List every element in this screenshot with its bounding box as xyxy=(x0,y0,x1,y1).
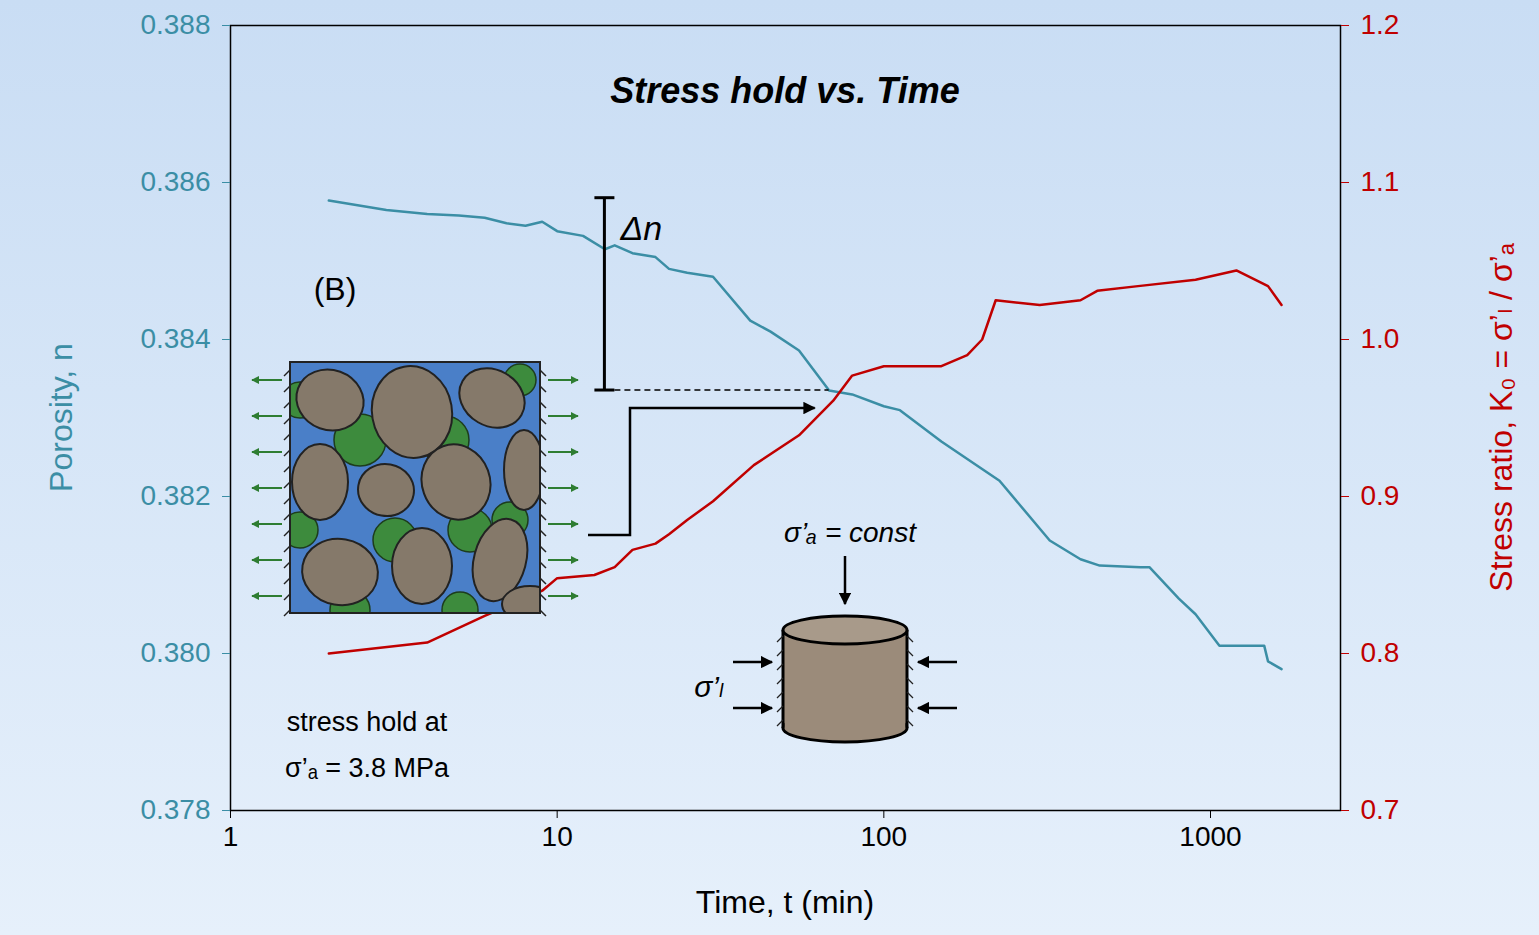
svg-text:1: 1 xyxy=(223,821,239,852)
svg-text:0.7: 0.7 xyxy=(1361,794,1400,825)
svg-text:σ’ₐ = const: σ’ₐ = const xyxy=(784,517,917,548)
svg-text:Stress hold vs. Time: Stress hold vs. Time xyxy=(610,70,959,111)
svg-text:0.388: 0.388 xyxy=(140,9,210,40)
svg-text:Δn: Δn xyxy=(619,209,662,247)
svg-text:1.2: 1.2 xyxy=(1361,9,1400,40)
svg-text:100: 100 xyxy=(860,821,907,852)
svg-text:0.378: 0.378 xyxy=(140,794,210,825)
svg-text:0.8: 0.8 xyxy=(1361,637,1400,668)
svg-text:(B): (B) xyxy=(314,271,357,307)
svg-text:Stress ratio, K₀ = σ’ₗ / σ’ₐ: Stress ratio, K₀ = σ’ₗ / σ’ₐ xyxy=(1483,242,1519,591)
svg-text:Porosity, n: Porosity, n xyxy=(43,343,79,492)
svg-text:1000: 1000 xyxy=(1179,821,1241,852)
svg-text:1.0: 1.0 xyxy=(1361,323,1400,354)
svg-text:1.1: 1.1 xyxy=(1361,166,1400,197)
svg-text:Time, t (min): Time, t (min) xyxy=(696,884,874,920)
svg-text:0.384: 0.384 xyxy=(140,323,210,354)
svg-text:σ’ₐ = 3.8 MPa: σ’ₐ = 3.8 MPa xyxy=(285,753,450,783)
svg-text:0.382: 0.382 xyxy=(140,480,210,511)
svg-text:σ’ₗ: σ’ₗ xyxy=(694,670,724,703)
svg-text:0.386: 0.386 xyxy=(140,166,210,197)
svg-text:0.9: 0.9 xyxy=(1361,480,1400,511)
svg-text:0.380: 0.380 xyxy=(140,637,210,668)
svg-text:stress hold at: stress hold at xyxy=(287,707,448,737)
svg-text:10: 10 xyxy=(542,821,573,852)
